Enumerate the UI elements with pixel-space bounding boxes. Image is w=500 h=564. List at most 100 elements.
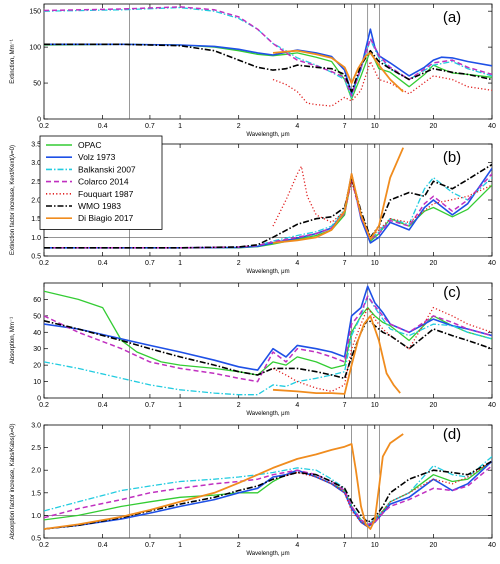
- x-tick-label: 20: [429, 542, 437, 549]
- y-tick-label: 2.5: [31, 445, 41, 452]
- y-tick-label: 30: [33, 346, 41, 353]
- y-axis-label: Extinction factor increase, Kext/Kext(λ=…: [10, 145, 16, 255]
- x-tick-label: 2: [237, 402, 241, 409]
- x-tick-label: 7: [343, 542, 347, 549]
- x-tick-label: 1: [178, 260, 182, 267]
- x-tick-label: 40: [488, 123, 496, 130]
- x-tick-label: 0.4: [98, 402, 108, 409]
- x-tick-label: 10: [371, 402, 379, 409]
- series-line-volz-1973: [44, 28, 492, 95]
- y-tick-label: 1.0: [31, 513, 41, 520]
- x-tick-label: 0.7: [145, 542, 155, 549]
- y-tick-label: 0: [37, 396, 41, 403]
- x-tick-label: 2: [237, 123, 241, 130]
- x-tick-label: 0.4: [98, 542, 108, 549]
- series-line-fouquart-1987: [272, 306, 492, 393]
- panel-a: (a) 0.2 0.4 0.7 1 2 4 7 10 20 40 Wavelength, μm 0 50…: [10, 3, 496, 138]
- y-tick-label: 3.5: [31, 142, 41, 149]
- series-line-di-biagio-2017: [272, 147, 405, 244]
- series-group: [44, 433, 492, 530]
- series-line-wmo-1983: [44, 43, 492, 93]
- series-line-di-biagio-2017: [272, 49, 404, 93]
- y-tick-label: 3.0: [31, 160, 41, 167]
- legend: OPAC Volz 1973 Balkanski 2007 Colarco 2014 F…: [39, 135, 163, 230]
- panel-a-letter: (a): [443, 9, 461, 26]
- x-tick-label: 7: [343, 402, 347, 409]
- x-tick-label: 7: [343, 123, 347, 130]
- series-line-di-biagio-2017: [44, 433, 404, 530]
- series-line-balkanski-2007: [44, 295, 492, 396]
- x-tick-label: 0.2: [39, 260, 49, 267]
- series-line-colarco-2014: [44, 295, 492, 383]
- legend-label: Volz 1973: [78, 152, 116, 162]
- y-tick-label: 150: [29, 9, 41, 16]
- x-tick-label: 0.4: [98, 260, 108, 267]
- x-tick-label: 1: [178, 542, 182, 549]
- x-tick-label: 1: [178, 123, 182, 130]
- y-tick-label: 100: [29, 45, 41, 52]
- plot-frame: [43, 3, 493, 120]
- y-tick-label: 40: [33, 330, 41, 337]
- series-line-wmo-1983: [44, 460, 492, 530]
- x-tick-label: 0.2: [39, 542, 49, 549]
- series-line-balkanski-2007: [44, 6, 492, 99]
- y-tick-label: 1.0: [31, 235, 41, 242]
- x-tick-label: 0.2: [39, 123, 49, 130]
- series-line-fouquart-1987: [272, 60, 492, 107]
- x-tick-label: 4: [295, 123, 299, 130]
- series-line-volz-1973: [44, 285, 492, 371]
- x-tick-label: 40: [488, 402, 496, 409]
- y-axis-label: Absorption factor increase, Kabs/Kabs(λ=…: [10, 424, 16, 540]
- y-tick-label: 50: [33, 313, 41, 320]
- series-line-opac: [44, 43, 492, 100]
- x-axis-label: Wavelength, μm: [246, 132, 289, 138]
- x-axis-label: Wavelength, μm: [246, 551, 289, 557]
- legend-label: OPAC: [78, 140, 101, 150]
- y-tick-label: 2.0: [31, 468, 41, 475]
- x-tick-label: 10: [371, 260, 379, 267]
- y-tick-label: 20: [33, 363, 41, 370]
- x-tick-label: 10: [371, 123, 379, 130]
- panel-d: (d) 0.2 0.4 0.7 1 2 4 7 10 20 40 Wavelength, μm 0.5…: [10, 423, 496, 558]
- legend-box: [39, 135, 163, 230]
- x-tick-label: 10: [371, 542, 379, 549]
- x-tick-label: 0.7: [145, 260, 155, 267]
- series-line-fouquart-1987: [272, 460, 492, 528]
- x-tick-label: 4: [295, 542, 299, 549]
- x-tick-label: 7: [343, 260, 347, 267]
- x-tick-label: 20: [429, 260, 437, 267]
- y-tick-label: 1.5: [31, 216, 41, 223]
- plot-frame: [43, 282, 493, 399]
- x-tick-label: 0.7: [145, 402, 155, 409]
- x-tick-label: 20: [429, 402, 437, 409]
- legend-label: WMO 1983: [78, 201, 121, 211]
- panel-b-letter: (b): [443, 149, 461, 166]
- panel-b: (b) 0.2 0.4 0.7 1 2 4 7 10 20 40 Wavelength, μm 0.5…: [10, 142, 496, 276]
- y-tick-label: 0.5: [31, 536, 41, 543]
- y-tick-label: 1.5: [31, 490, 41, 497]
- x-tick-label: 0.2: [39, 402, 49, 409]
- y-tick-label: 50: [33, 81, 41, 88]
- x-axis-label: Wavelength, μm: [246, 411, 289, 417]
- series-group: [44, 285, 492, 396]
- series-line-di-biagio-2017: [272, 314, 401, 395]
- y-tick-label: 0: [37, 117, 41, 124]
- panel-c: (c) 0.2 0.4 0.7 1 2 4 7 10 20 40 Wavelength, μm 0 10…: [10, 282, 496, 417]
- series-line-balkanski-2007: [44, 456, 492, 526]
- x-axis-label: Wavelength, μm: [246, 269, 289, 275]
- legend-label: Colarco 2014: [78, 177, 129, 187]
- x-tick-label: 1: [178, 402, 182, 409]
- x-tick-label: 4: [295, 402, 299, 409]
- panel-c-letter: (c): [443, 284, 461, 301]
- plot-frame: [43, 424, 493, 539]
- y-tick-label: 2.5: [31, 179, 41, 186]
- series-line-wmo-1983: [44, 318, 492, 380]
- y-tick-label: 0.5: [31, 254, 41, 261]
- legend-label: Balkanski 2007: [78, 164, 136, 174]
- x-tick-label: 40: [488, 542, 496, 549]
- y-tick-label: 10: [33, 379, 41, 386]
- panel-d-letter: (d): [443, 426, 461, 443]
- series-line-opac: [44, 290, 492, 376]
- y-tick-label: 3.0: [31, 423, 41, 430]
